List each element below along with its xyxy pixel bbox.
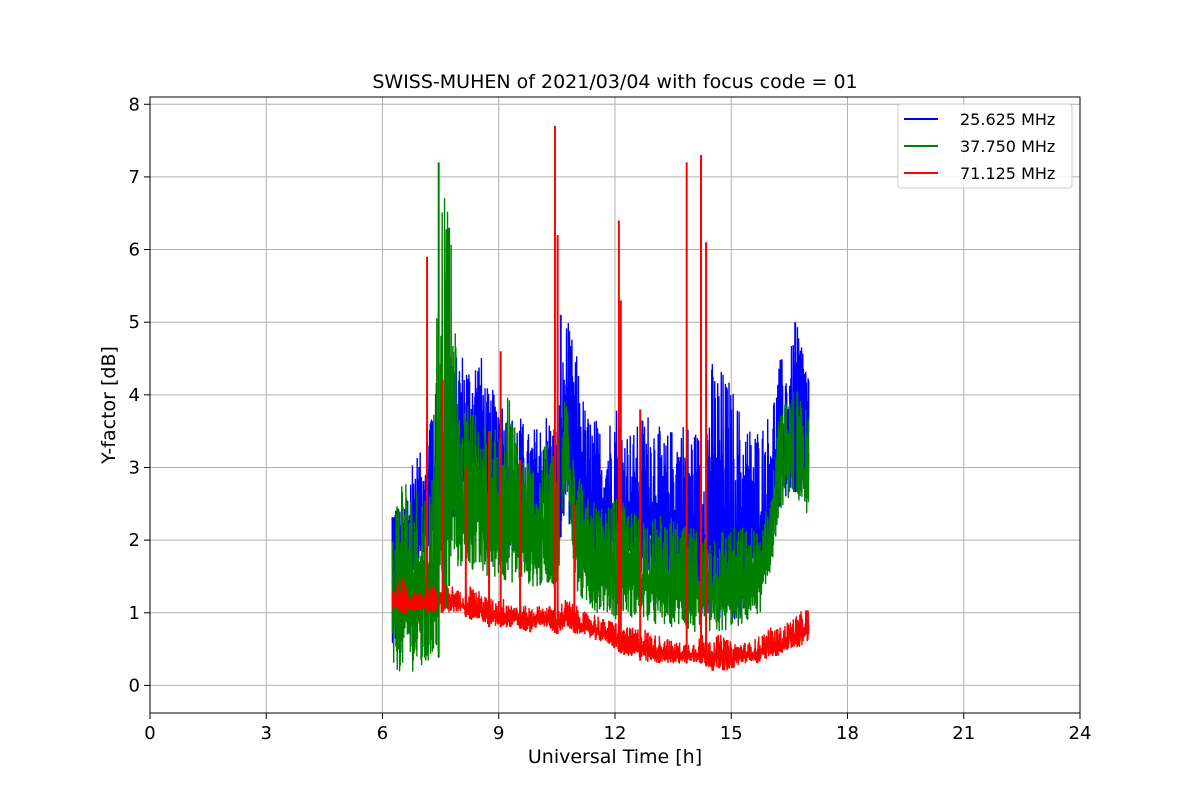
x-tick-label: 18: [836, 723, 859, 744]
y-axis-title: Y-factor [dB]: [98, 346, 120, 465]
x-tick-label: 12: [604, 723, 627, 744]
y-tick-label: 1: [129, 603, 140, 624]
x-tick-label: 9: [493, 723, 504, 744]
legend-label: 37.750 MHz: [960, 137, 1055, 156]
series-line: [391, 198, 810, 672]
x-tick-label: 21: [952, 723, 975, 744]
x-tick-label: 3: [261, 723, 272, 744]
series-layer: [391, 126, 810, 672]
y-tick-label: 8: [129, 94, 140, 115]
x-tick-label: 0: [144, 723, 155, 744]
legend-label: 25.625 MHz: [960, 110, 1055, 129]
y-tick-label: 3: [129, 457, 140, 478]
y-tick-label: 7: [129, 167, 140, 188]
x-tick-label: 15: [720, 723, 743, 744]
legend-label: 71.125 MHz: [960, 164, 1055, 183]
y-tick-label: 4: [129, 385, 140, 406]
y-tick-label: 5: [129, 312, 140, 333]
y-tick-label: 0: [129, 675, 140, 696]
y-tick-label: 6: [129, 240, 140, 261]
series-line: [391, 578, 810, 671]
x-tick-label: 24: [1069, 723, 1092, 744]
chart-title: SWISS-MUHEN of 2021/03/04 with focus cod…: [372, 71, 857, 93]
y-tick-label: 2: [129, 530, 140, 551]
legend: 25.625 MHz 37.750 MHz 71.125 MHz: [897, 103, 1073, 189]
x-axis-title: Universal Time [h]: [528, 746, 702, 768]
legend-frame: [897, 103, 1073, 189]
x-tick-label: 6: [377, 723, 388, 744]
